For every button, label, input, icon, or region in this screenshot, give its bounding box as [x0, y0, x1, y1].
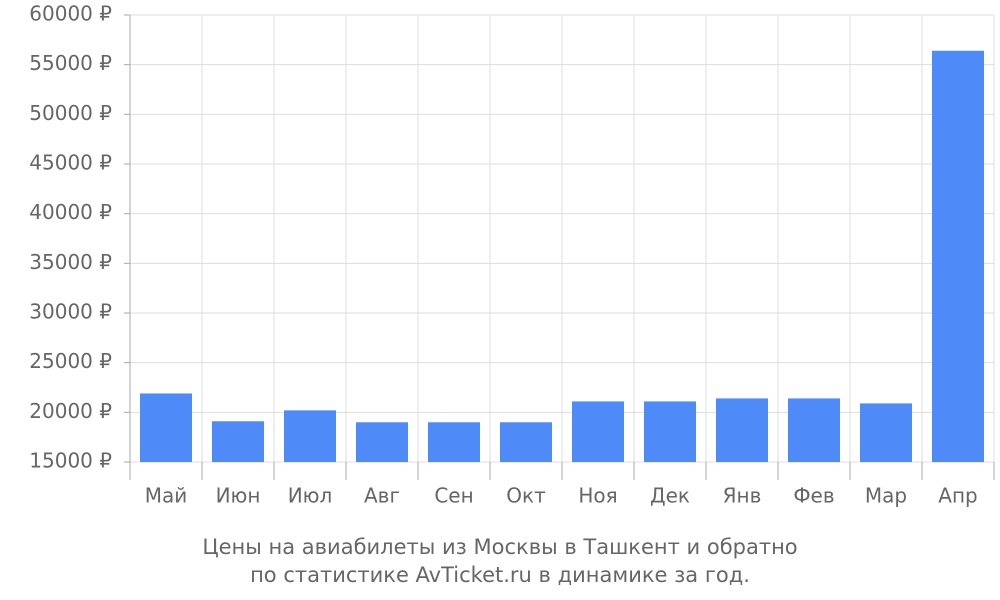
x-tick-label: Май: [145, 484, 188, 508]
bar: [140, 393, 192, 462]
x-tick-label: Апр: [938, 484, 977, 508]
x-tick-label: Авг: [364, 484, 400, 508]
chart-title: Цены на авиабилеты из Москвы в Ташкент и…: [202, 535, 797, 559]
bar: [212, 421, 264, 462]
x-tick-label: Окт: [506, 484, 546, 508]
x-tick-label: Дек: [650, 484, 690, 508]
y-tick-label: 20000 ₽: [29, 399, 112, 423]
bar: [932, 50, 984, 462]
y-tick-label: 50000 ₽: [29, 101, 112, 125]
x-tick-label: Фев: [793, 484, 834, 508]
bar: [428, 422, 480, 462]
y-tick-label: 60000 ₽: [29, 2, 112, 26]
x-tick-label: Сен: [434, 484, 473, 508]
x-tick-label: Янв: [723, 484, 762, 508]
bar: [788, 398, 840, 462]
x-tick-label: Мар: [865, 484, 907, 508]
y-tick-label: 40000 ₽: [29, 200, 112, 224]
bar: [356, 422, 408, 462]
bar: [860, 403, 912, 462]
bar: [572, 401, 624, 462]
bar: [500, 422, 552, 462]
y-tick-label: 45000 ₽: [29, 151, 112, 175]
chart-subtitle: по статистике AvTicket.ru в динамике за …: [250, 563, 750, 587]
y-tick-label: 55000 ₽: [29, 51, 112, 75]
y-tick-label: 25000 ₽: [29, 349, 112, 373]
y-tick-label: 30000 ₽: [29, 300, 112, 324]
x-tick-label: Июл: [288, 484, 333, 508]
x-tick-label: Ноя: [578, 484, 617, 508]
y-tick-label: 35000 ₽: [29, 250, 112, 274]
bar: [644, 401, 696, 462]
bar: [716, 398, 768, 462]
y-tick-label: 15000 ₽: [29, 449, 112, 473]
x-tick-label: Июн: [216, 484, 261, 508]
bar: [284, 410, 336, 462]
